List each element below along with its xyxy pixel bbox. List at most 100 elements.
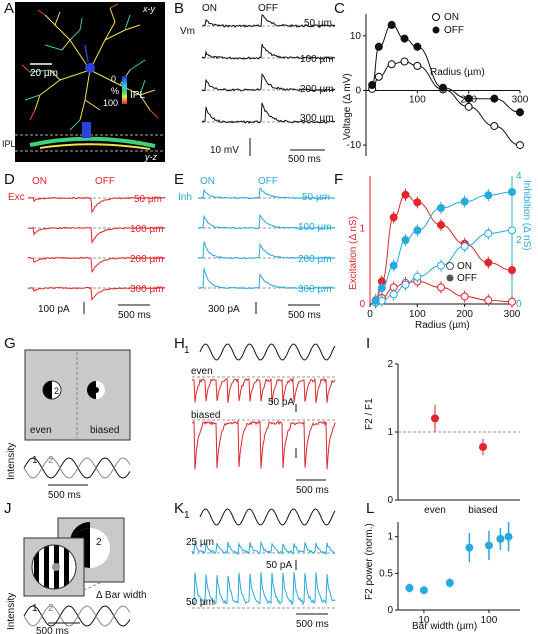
i-ytick-label: 0 (387, 495, 393, 506)
d-radius-300: 300 µm (130, 284, 164, 295)
g-wave-2: 2 (48, 455, 54, 466)
panel-label-d: D (4, 171, 15, 188)
f-xlabel: Radius (µm) (415, 320, 470, 331)
chart-i: 2 1 0 even biased (387, 359, 520, 516)
f-ytick-left: 0 (359, 299, 365, 310)
h-biased-label: biased (191, 410, 220, 421)
k-wave-label: 1 (184, 510, 190, 521)
view-yz-label: y-z (144, 152, 157, 162)
d-radius-200: 200 µm (130, 254, 164, 265)
c-point-on (413, 61, 422, 70)
h-stimulus-wave (199, 343, 336, 361)
b-vm-label: Vm (180, 26, 195, 37)
view-xy-label: x-y (142, 4, 155, 14)
b-trace-0 (201, 14, 336, 28)
k-traces (191, 508, 336, 609)
b-on-label: ON (202, 3, 217, 14)
j-tscale-label: 500 ms (36, 626, 69, 634)
f-point (508, 226, 516, 235)
f-point (401, 236, 410, 244)
b-tscale-label: 500 ms (288, 154, 321, 165)
colorbar-bottom: 100 (103, 98, 118, 108)
voltage-traces (201, 14, 336, 124)
scale-bar-label: 20 µm (30, 68, 58, 79)
c-xlabel: Radius (µm) (430, 67, 485, 78)
c-point-on (387, 60, 396, 69)
c-point-off (413, 42, 422, 51)
j-wave-1-line (23, 605, 131, 627)
f-point (484, 229, 493, 238)
f-point (460, 292, 469, 301)
f-xtick-label: 200 (456, 309, 473, 320)
d-trace-0 (28, 196, 166, 214)
h-even-trace (191, 377, 336, 404)
f-ylabel-left: Excitation (Δ nS) (348, 216, 359, 290)
panel-label-j: J (4, 500, 12, 517)
f-point (389, 290, 398, 299)
l-point (465, 543, 474, 552)
f-point (508, 266, 516, 275)
f-point (413, 226, 422, 235)
d-radius-50: 50 µm (134, 194, 162, 205)
h-iscale-label: 50 pA (268, 397, 294, 408)
b-radius-50: 50 µm (304, 18, 332, 29)
l-point (405, 584, 414, 592)
k-width-25: 25 µm (186, 537, 214, 548)
dendrite-stratification (29, 136, 156, 148)
f-ytick-right: 2 (516, 235, 522, 246)
l-ylabel: F2 power (norm.) (364, 523, 375, 600)
f-point (484, 258, 493, 267)
e-trace-2 (197, 241, 336, 260)
j-wave-2: 2 (48, 603, 54, 614)
f-legend-off: OFF (457, 273, 477, 284)
h-wave-label: 1 (184, 345, 190, 356)
b-trace-2 (201, 73, 336, 92)
g-wave-2-line (23, 457, 131, 479)
f-legend-on: ON (457, 261, 472, 272)
f-point (371, 296, 380, 305)
d-trace-3 (27, 286, 166, 301)
j-intensity-waves (23, 605, 131, 627)
f-point (460, 242, 469, 251)
i-xtick-label: even (424, 505, 446, 516)
i-xtick-label: biased (468, 505, 497, 516)
inhibition-traces (197, 187, 336, 290)
d-trace-2 (27, 256, 166, 274)
k-50-trace (191, 571, 336, 606)
f-point (389, 213, 398, 222)
b-radius-100: 100 µm (300, 54, 334, 65)
panel-label-l: L (366, 500, 374, 517)
l-point (496, 534, 505, 543)
f-xtick-label: 0 (367, 309, 373, 320)
e-trace-1 (197, 214, 336, 230)
f-point (437, 220, 445, 229)
c-point-off (516, 108, 524, 117)
c-point-on (464, 102, 473, 111)
f-legend-on-marker (446, 262, 454, 270)
h-even-label: even (191, 366, 213, 377)
b-trace-1 (201, 43, 336, 60)
panel-label-b: B (174, 0, 184, 17)
k-stimulus-wave (199, 508, 336, 526)
d-iscale-label: 100 pA (38, 304, 70, 315)
f-point (437, 261, 445, 270)
f-ylabel-right: Inhibition (Δ nS) (521, 180, 532, 251)
i-ytick-label: 2 (387, 359, 393, 370)
l-point (445, 578, 454, 587)
f-legend-off-marker (446, 274, 454, 282)
l-ytick-label: 1 (387, 532, 393, 543)
c-legend-on-marker (432, 13, 440, 21)
c-ytick-label: -10 (347, 140, 362, 151)
c-point-off (374, 42, 383, 51)
f-point (484, 191, 493, 200)
k-width-50: 50 µm (186, 597, 214, 608)
g-intensity-waves (23, 457, 131, 479)
f-point (389, 261, 398, 270)
k-iscale-label: 50 pA (266, 560, 292, 571)
chart-l: 1 0.5 0 10 100 (379, 522, 520, 626)
excitation-traces (27, 196, 166, 301)
colorbar-unit: % (111, 86, 119, 96)
i-point (479, 442, 487, 451)
f-point (484, 296, 493, 305)
